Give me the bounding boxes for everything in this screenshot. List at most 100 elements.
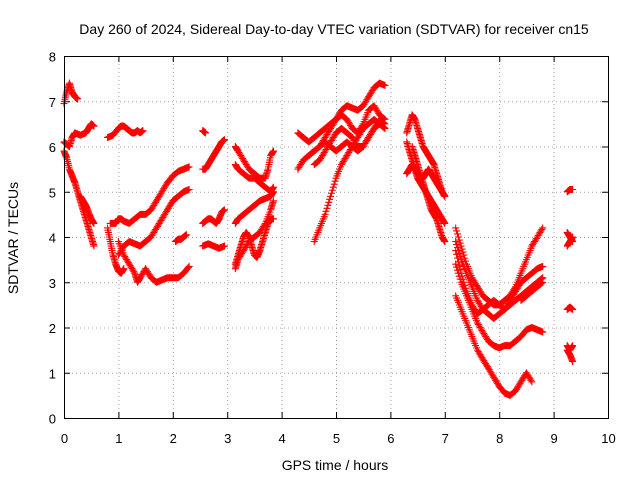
x-tick-label: 1 <box>115 431 122 446</box>
y-axis-label: SDTVAR / TECUs <box>5 182 21 294</box>
x-tick-label: 6 <box>387 431 394 446</box>
series-s38 <box>563 303 577 313</box>
data-point <box>452 247 460 255</box>
data-point <box>269 147 277 155</box>
data-point <box>269 215 277 223</box>
data-point <box>328 186 336 194</box>
data-point <box>461 254 469 262</box>
series-s19 <box>231 215 277 268</box>
data-point <box>569 233 577 241</box>
series-s3 <box>60 147 98 250</box>
x-tick-label: 0 <box>61 431 68 446</box>
data-point <box>380 119 388 127</box>
data-point <box>185 262 193 270</box>
data-point <box>441 238 449 246</box>
x-axis-label: GPS time / hours <box>282 457 389 473</box>
series-s32 <box>452 260 547 352</box>
data-point <box>458 245 466 253</box>
tick-labels: 0 1 2 3 4 5 6 7 8 9 10 0 1 2 3 4 5 6 7 8 <box>49 50 616 447</box>
data-point <box>220 206 228 214</box>
data-point <box>452 260 460 268</box>
series-s24 <box>310 115 389 169</box>
data-point <box>269 197 277 205</box>
data-point <box>460 251 468 259</box>
data-point <box>326 195 334 203</box>
series-s9 <box>114 238 193 286</box>
data-point <box>527 376 535 384</box>
data-point <box>331 177 339 185</box>
data-point <box>454 269 462 277</box>
x-tick-label: 4 <box>278 431 285 446</box>
series-s40 <box>563 346 577 365</box>
data-point <box>453 230 461 238</box>
data-point <box>201 129 209 137</box>
data-point <box>569 342 577 350</box>
series-s33 <box>452 292 536 399</box>
y-tick-label: 1 <box>49 366 56 381</box>
data-point <box>528 378 536 386</box>
series-s12 <box>199 136 228 173</box>
y-tick-label: 6 <box>49 140 56 155</box>
data-point <box>90 122 98 130</box>
series-s8 <box>114 185 193 259</box>
plot-frame <box>64 56 609 419</box>
data-point <box>455 236 463 244</box>
data-point <box>453 227 461 235</box>
data-point <box>441 192 449 200</box>
data-point <box>452 224 460 232</box>
data-point <box>569 185 577 193</box>
data-point <box>220 136 228 144</box>
data-point <box>182 231 190 239</box>
data-point <box>269 188 277 196</box>
data-point <box>441 219 449 227</box>
data-point <box>130 268 138 276</box>
y-tick-label: 4 <box>49 231 56 246</box>
data-point <box>381 120 389 128</box>
data-point <box>538 225 546 233</box>
series-s14 <box>199 240 228 252</box>
data-point <box>539 278 547 286</box>
data-point <box>453 266 461 274</box>
data-point <box>455 272 463 280</box>
series-s28 <box>408 143 449 246</box>
y-tick-label: 7 <box>49 95 56 110</box>
series-s34 <box>517 278 547 304</box>
series-s15 <box>231 143 277 182</box>
y-tick-label: 5 <box>49 185 56 200</box>
data-point <box>324 201 332 209</box>
data-point <box>457 242 465 250</box>
data-point <box>330 180 338 188</box>
data-point <box>327 192 335 200</box>
data-point <box>139 127 147 135</box>
data-point <box>453 254 461 262</box>
data-point <box>327 189 335 197</box>
data-point <box>539 224 547 232</box>
x-tick-label: 7 <box>442 431 449 446</box>
series-s7 <box>106 163 193 227</box>
data-point <box>538 279 546 287</box>
data-point <box>90 219 98 227</box>
data-point <box>459 248 467 256</box>
data-point <box>452 238 460 246</box>
data-point <box>185 163 193 171</box>
series-s10 <box>172 231 190 246</box>
series-s21 <box>294 79 389 146</box>
data-point <box>321 210 329 218</box>
series-s4 <box>76 192 98 227</box>
y-tick-label: 0 <box>49 412 56 427</box>
data-point <box>569 357 577 365</box>
series-s6 <box>104 224 128 277</box>
series-s31 <box>452 247 547 318</box>
data-point <box>453 241 461 249</box>
x-tick-label: 9 <box>550 431 557 446</box>
y-tick-label: 8 <box>49 50 56 65</box>
y-tick-label: 2 <box>49 321 56 336</box>
data-point <box>323 204 331 212</box>
data-point <box>185 185 193 193</box>
data-point <box>74 95 82 103</box>
chart-title: Day 260 of 2024, Sidereal Day-to-day VTE… <box>79 21 589 37</box>
data-point <box>453 250 461 258</box>
x-tick-label: 2 <box>170 431 177 446</box>
data-point <box>539 328 547 336</box>
